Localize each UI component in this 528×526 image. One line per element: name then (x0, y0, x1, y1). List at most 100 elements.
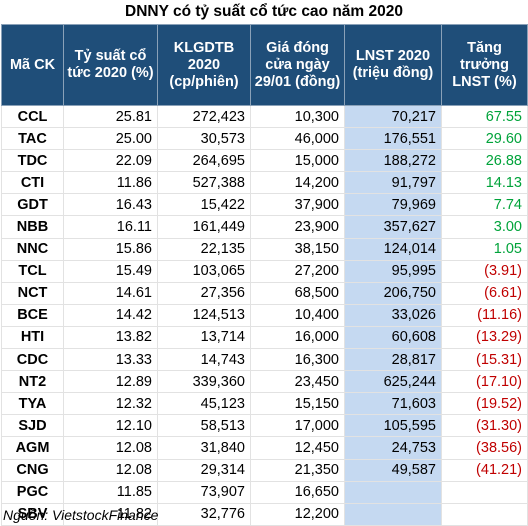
cell-lnst-growth: (13.29) (441, 325, 528, 350)
cell-lnst: 91,797 (344, 171, 442, 195)
cell-lnst-growth: 26.88 (441, 149, 528, 173)
table-row: NT2 12.89 339,360 23,450 625,244 (17.10) (1, 370, 528, 394)
cell-close-price: 38,150 (250, 237, 345, 261)
cell-lnst-growth: (31.30) (441, 414, 528, 438)
header-dividend-yield: Tỷ suất cổ tức 2020 (%) (63, 24, 158, 106)
cell-avg-volume: 15,422 (157, 193, 251, 217)
cell-code: NNC (1, 237, 64, 261)
cell-close-price: 15,000 (250, 149, 345, 173)
cell-code: TAC (1, 127, 64, 151)
cell-close-price: 21,350 (250, 458, 345, 482)
cell-lnst: 625,244 (344, 370, 442, 394)
cell-dividend-yield: 15.86 (63, 237, 158, 261)
cell-code: SBV (1, 502, 64, 526)
cell-lnst: 79,969 (344, 193, 442, 217)
cell-lnst (344, 502, 442, 526)
cell-code: PGC (1, 480, 64, 504)
cell-dividend-yield: 16.43 (63, 193, 158, 217)
cell-dividend-yield: 13.33 (63, 348, 158, 372)
cell-lnst (344, 480, 442, 504)
table-row: TCL 15.49 103,065 27,200 95,995 (3.91) (1, 259, 528, 283)
table-row: NBB 16.11 161,449 23,900 357,627 3.00 (1, 215, 528, 239)
cell-avg-volume: 13,714 (157, 325, 251, 350)
cell-dividend-yield: 16.11 (63, 215, 158, 239)
cell-dividend-yield: 12.10 (63, 414, 158, 438)
cell-close-price: 15,150 (250, 392, 345, 416)
cell-lnst: 28,817 (344, 348, 442, 372)
cell-lnst-growth (441, 480, 528, 504)
cell-code: NBB (1, 215, 64, 239)
header-avg-volume: KLGDTB 2020 (cp/phiên) (157, 24, 251, 106)
cell-lnst: 357,627 (344, 215, 442, 239)
cell-code: GDT (1, 193, 64, 217)
cell-close-price: 37,900 (250, 193, 345, 217)
cell-dividend-yield: 25.00 (63, 127, 158, 151)
cell-lnst: 33,026 (344, 303, 442, 327)
cell-close-price: 16,650 (250, 480, 345, 504)
table-row: CTI 11.86 527,388 14,200 91,797 14.13 (1, 171, 528, 195)
table-row: CDC 13.33 14,743 16,300 28,817 (15.31) (1, 348, 528, 372)
table-row: SBV 11.82 32,776 12,200 (1, 502, 528, 526)
cell-lnst-growth: 7.74 (441, 193, 528, 217)
cell-code: NT2 (1, 370, 64, 394)
cell-dividend-yield: 13.82 (63, 325, 158, 350)
cell-avg-volume: 31,840 (157, 436, 251, 460)
cell-code: BCE (1, 303, 64, 327)
cell-code: TDC (1, 149, 64, 173)
header-lnst: LNST 2020 (triệu đồng) (344, 24, 442, 106)
cell-close-price: 10,300 (250, 104, 345, 129)
cell-dividend-yield: 14.61 (63, 281, 158, 305)
cell-code: HTI (1, 325, 64, 350)
cell-lnst: 70,217 (344, 104, 442, 129)
cell-dividend-yield: 15.49 (63, 259, 158, 283)
cell-lnst: 60,608 (344, 325, 442, 350)
header-close-price: Giá đóng cửa ngày 29/01 (đồng) (250, 24, 345, 106)
cell-dividend-yield: 12.08 (63, 436, 158, 460)
cell-avg-volume: 30,573 (157, 127, 251, 151)
table-row: HTI 13.82 13,714 16,000 60,608 (13.29) (1, 325, 528, 350)
cell-code: CCL (1, 104, 64, 129)
table-body: CCL 25.81 272,423 10,300 70,217 67.55 TAC 25.00… (1, 104, 528, 526)
table-row: TAC 25.00 30,573 46,000 176,551 29.60 (1, 127, 528, 151)
cell-avg-volume: 32,776 (157, 502, 251, 526)
cell-lnst: 49,587 (344, 458, 442, 482)
cell-lnst-growth: (41.21) (441, 458, 528, 482)
table-row: GDT 16.43 15,422 37,900 79,969 7.74 (1, 193, 528, 217)
cell-code: TCL (1, 259, 64, 283)
cell-avg-volume: 58,513 (157, 414, 251, 438)
cell-lnst: 124,014 (344, 237, 442, 261)
cell-lnst: 71,603 (344, 392, 442, 416)
cell-avg-volume: 14,743 (157, 348, 251, 372)
cell-lnst-growth: 1.05 (441, 237, 528, 261)
cell-code: TYA (1, 392, 64, 416)
cell-avg-volume: 264,695 (157, 149, 251, 173)
cell-lnst-growth: (3.91) (441, 259, 528, 283)
cell-dividend-yield: 11.85 (63, 480, 158, 504)
cell-lnst-growth: (19.52) (441, 392, 528, 416)
cell-code: SJD (1, 414, 64, 438)
cell-lnst-growth: 14.13 (441, 171, 528, 195)
cell-avg-volume: 124,513 (157, 303, 251, 327)
cell-dividend-yield: 12.32 (63, 392, 158, 416)
cell-lnst-growth: (11.16) (441, 303, 528, 327)
cell-code: CNG (1, 458, 64, 482)
cell-avg-volume: 22,135 (157, 237, 251, 261)
cell-close-price: 16,300 (250, 348, 345, 372)
source-note: Nguồn: VietstockFinance (3, 507, 159, 523)
cell-lnst-growth: (17.10) (441, 370, 528, 394)
cell-lnst: 95,995 (344, 259, 442, 283)
cell-close-price: 10,400 (250, 303, 345, 327)
cell-lnst-growth: 67.55 (441, 104, 528, 129)
cell-lnst-growth (441, 502, 528, 526)
cell-close-price: 14,200 (250, 171, 345, 195)
cell-dividend-yield: 11.86 (63, 171, 158, 195)
table-row: BCE 14.42 124,513 10,400 33,026 (11.16) (1, 303, 528, 327)
cell-close-price: 27,200 (250, 259, 345, 283)
cell-avg-volume: 527,388 (157, 171, 251, 195)
cell-close-price: 68,500 (250, 281, 345, 305)
cell-lnst-growth: (15.31) (441, 348, 528, 372)
table-row: TYA 12.32 45,123 15,150 71,603 (19.52) (1, 392, 528, 416)
cell-lnst-growth: (6.61) (441, 281, 528, 305)
cell-close-price: 17,000 (250, 414, 345, 438)
table-row: CCL 25.81 272,423 10,300 70,217 67.55 (1, 104, 528, 129)
